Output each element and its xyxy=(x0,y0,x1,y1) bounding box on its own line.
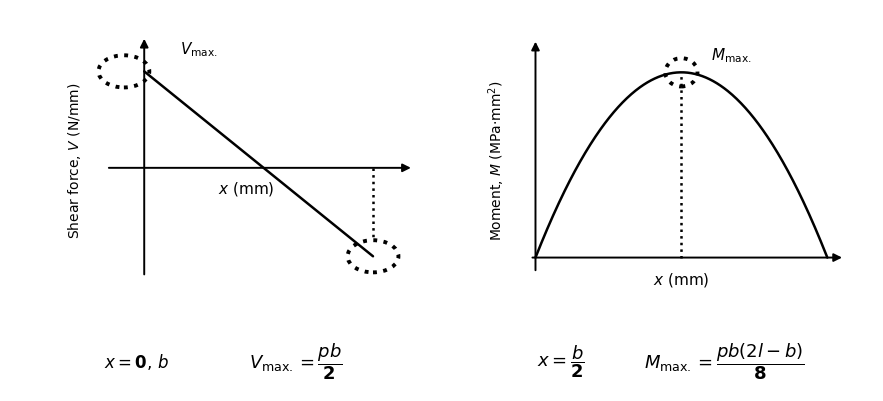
Text: $\it{M}_{\rm{max.}}$: $\it{M}_{\rm{max.}}$ xyxy=(711,46,751,65)
Text: $\it{V}_{\rm{max.}}$: $\it{V}_{\rm{max.}}$ xyxy=(180,41,218,59)
Text: $x$ (mm): $x$ (mm) xyxy=(653,271,710,289)
Text: $x = \mathbf{0},\, \mathbf{\mathit{b}}$: $x = \mathbf{0},\, \mathbf{\mathit{b}}$ xyxy=(104,351,170,371)
Text: $x = \dfrac{\mathbf{\mathit{b}}}{\mathbf{2}}$: $x = \dfrac{\mathbf{\mathit{b}}}{\mathbf… xyxy=(537,342,585,379)
Text: $\mathit{M}_{\mathrm{max.}} = \dfrac{\mathbf{\mathit{pb(2l-b)}}}{\mathbf{8}}$: $\mathit{M}_{\mathrm{max.}} = \dfrac{\ma… xyxy=(644,340,804,381)
Text: $\mathit{V}_{\mathrm{max.}} = \dfrac{\mathbf{\mathit{pb}}}{{\mathbf{2}}}$: $\mathit{V}_{\mathrm{max.}} = \dfrac{\ma… xyxy=(249,340,343,381)
Y-axis label: Shear force, $V$ (N/mm): Shear force, $V$ (N/mm) xyxy=(65,82,83,239)
Text: $x$ (mm): $x$ (mm) xyxy=(217,180,274,198)
Y-axis label: Moment, $M$ (MPa·mm$^2$): Moment, $M$ (MPa·mm$^2$) xyxy=(486,80,507,241)
